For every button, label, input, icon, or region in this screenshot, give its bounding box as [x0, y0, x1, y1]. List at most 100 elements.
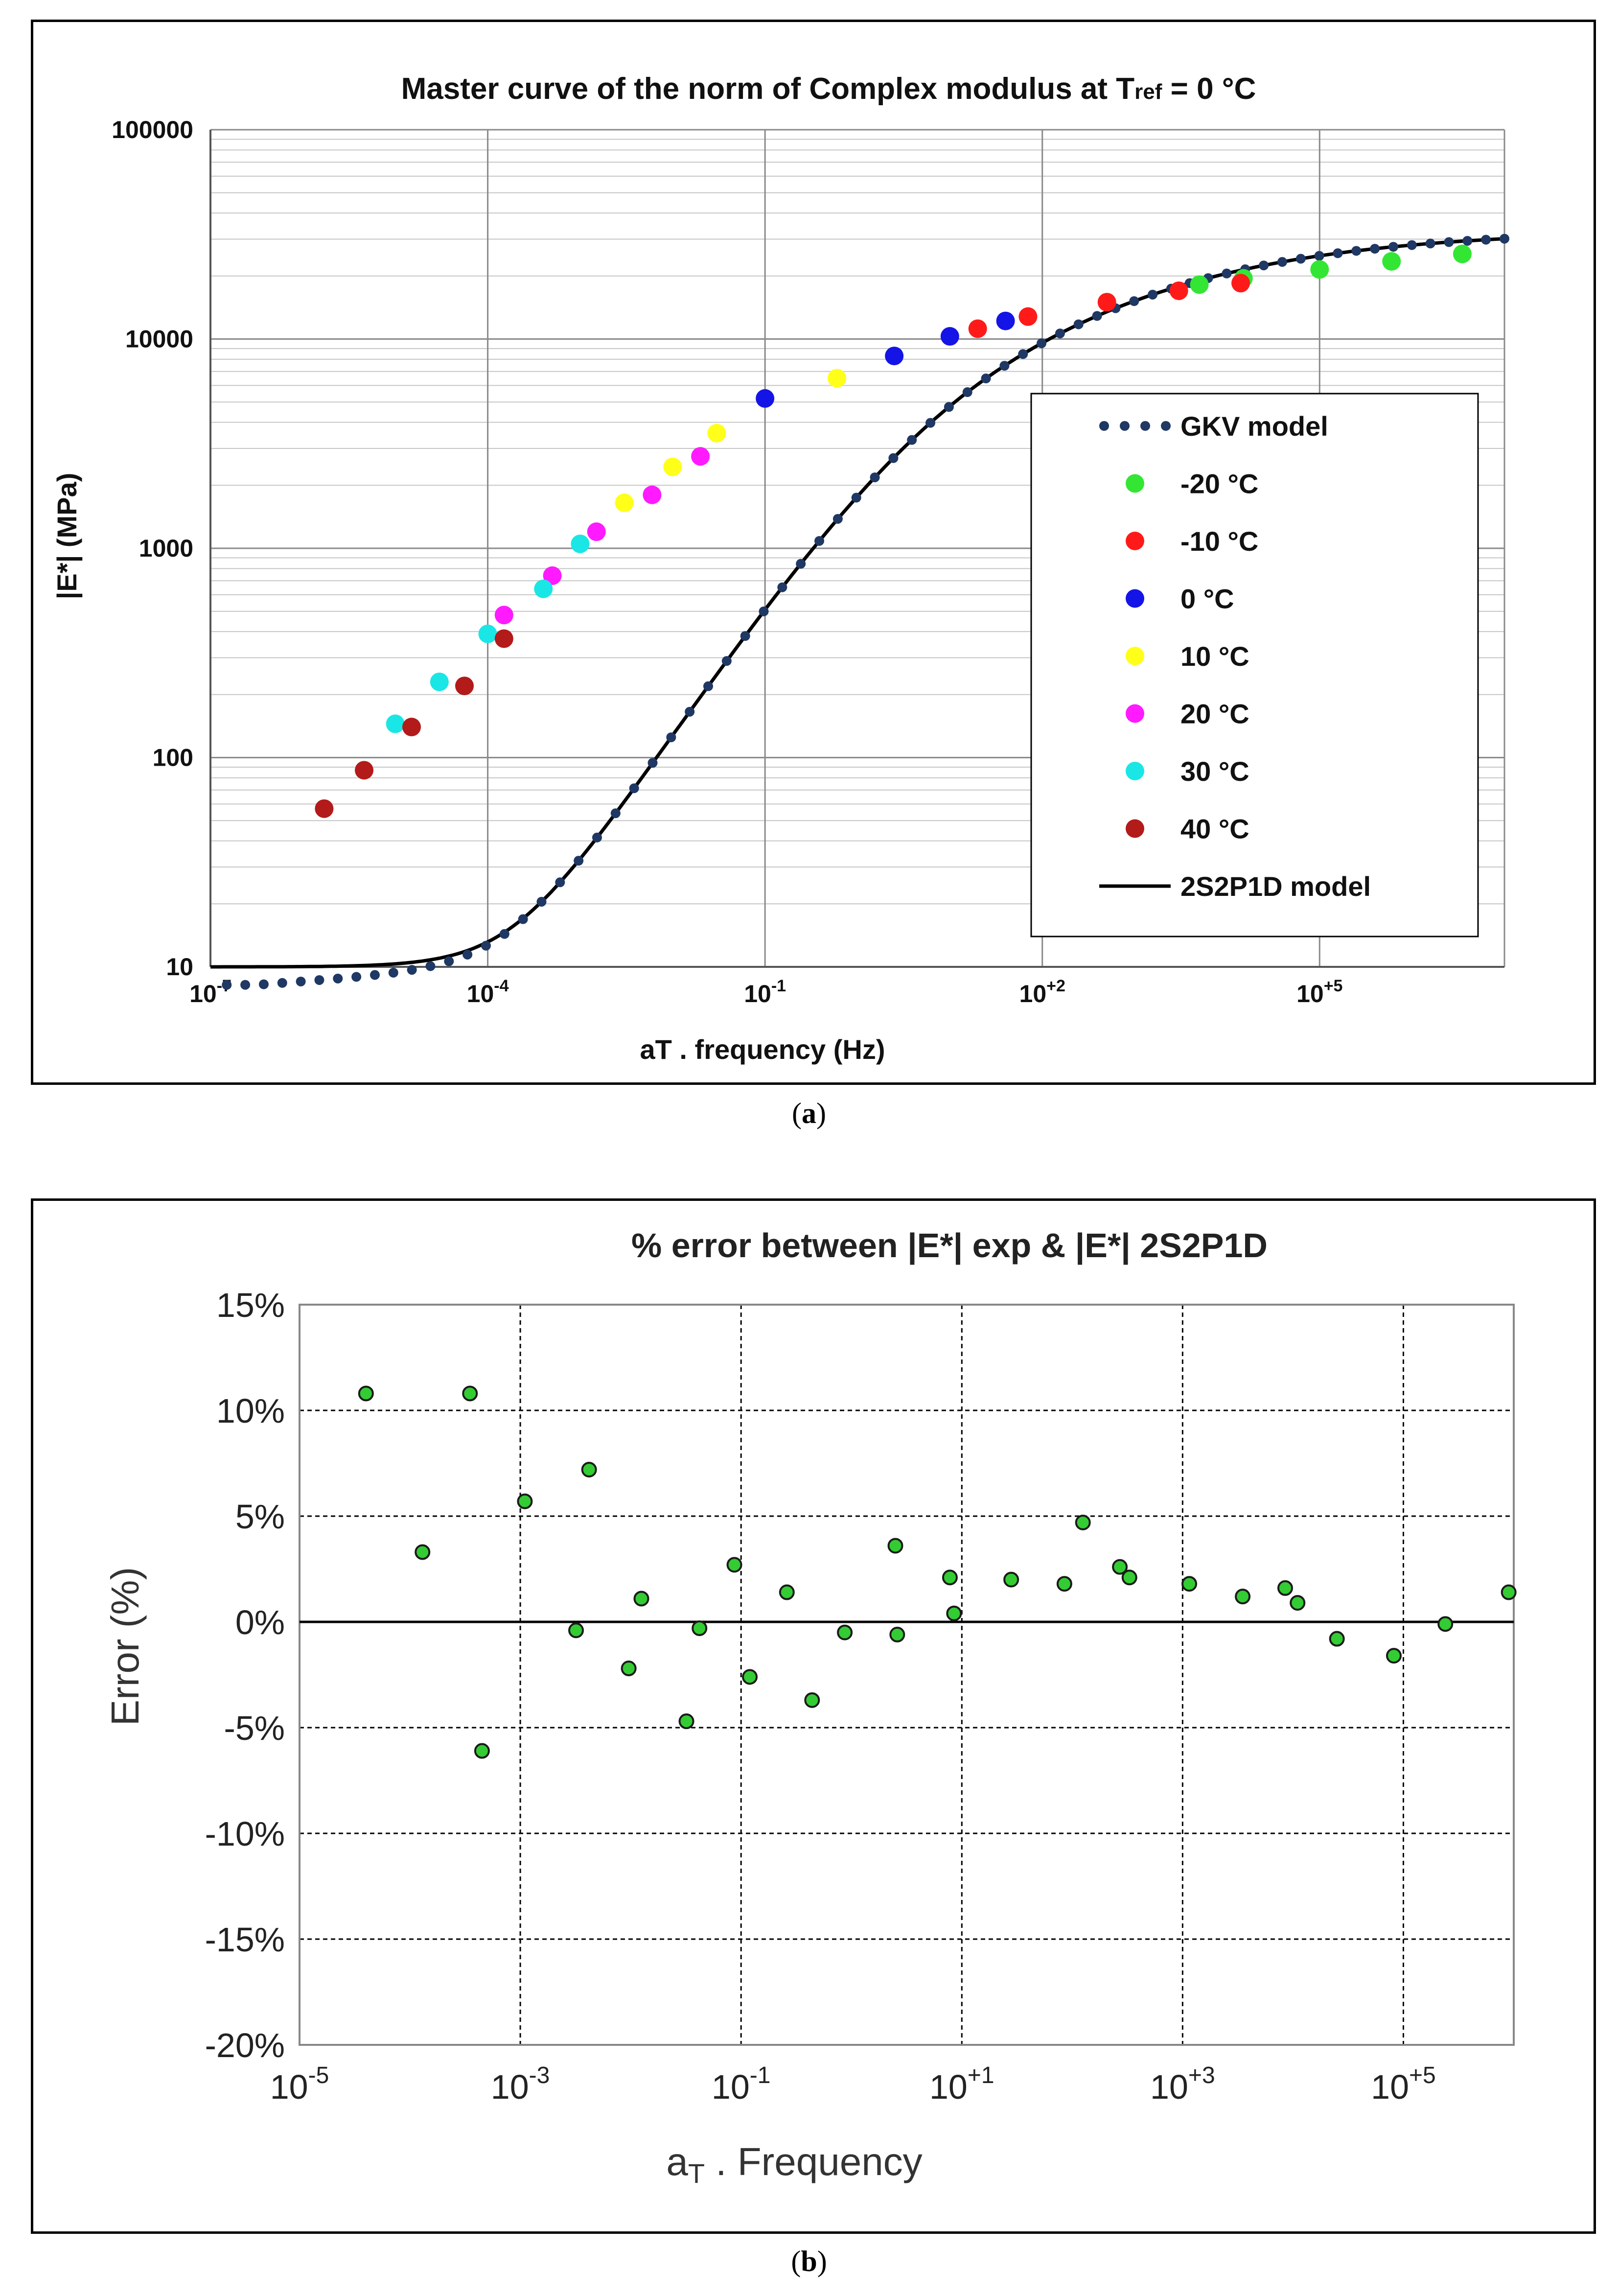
- error-point: [1112, 1559, 1128, 1575]
- y-tick-label: -5%: [224, 1709, 285, 1747]
- legend-label: 30 °C: [1180, 756, 1249, 787]
- data-point: [1097, 293, 1116, 312]
- y-tick-label: 15%: [216, 1286, 285, 1324]
- gkv-point: [444, 956, 454, 966]
- gkv-point: [1259, 260, 1269, 271]
- error-point: [415, 1544, 431, 1560]
- gkv-point: [481, 940, 491, 951]
- error-point: [726, 1557, 742, 1573]
- gkv-point: [1407, 240, 1417, 250]
- data-point: [643, 485, 662, 504]
- x-tick-label: 10+2: [1019, 977, 1065, 1007]
- gkv-point: [462, 949, 473, 960]
- gkv-point: [610, 808, 621, 819]
- error-point: [1501, 1584, 1517, 1600]
- x-tick-label: 10-4: [467, 977, 509, 1007]
- gkv-point: [1037, 338, 1047, 349]
- chart-panel-b: % error between |E*| exp & |E*| 2S2P1D a…: [31, 1198, 1596, 2234]
- gkv-point: [1295, 254, 1306, 264]
- gkv-point: [1314, 251, 1324, 261]
- legend-marker-gkv: [1140, 421, 1150, 431]
- error-point: [474, 1743, 490, 1759]
- data-point: [315, 799, 334, 818]
- data-point: [494, 606, 513, 625]
- chart-a-ylabel: |E*| (MPa): [51, 473, 83, 599]
- chart-a-legend: [1030, 393, 1479, 937]
- chart-a: Master curve of the norm of Complex modu…: [51, 72, 1509, 1065]
- data-point: [478, 624, 497, 643]
- chart-b-title: % error between |E*| exp & |E*| 2S2P1D: [631, 1226, 1268, 1265]
- data-point: [1018, 307, 1038, 326]
- error-point: [837, 1624, 853, 1640]
- x-tick-label: 10-1: [744, 977, 786, 1007]
- error-point: [946, 1605, 962, 1621]
- y-tick-label: 5%: [235, 1498, 285, 1536]
- x-tick-label: 10-5: [270, 2062, 329, 2106]
- gkv-point: [832, 514, 843, 524]
- data-point: [386, 714, 405, 733]
- error-point: [1329, 1631, 1345, 1647]
- error-point: [889, 1626, 905, 1642]
- x-tick-label: 10-3: [491, 2062, 550, 2106]
- gkv-point: [888, 453, 899, 463]
- legend-marker-gkv: [1120, 421, 1130, 431]
- gkv-point: [925, 418, 936, 428]
- gkv-point: [1092, 311, 1102, 321]
- legend-marker: [1126, 762, 1144, 780]
- error-point: [942, 1570, 958, 1586]
- data-point: [691, 447, 710, 466]
- error-point: [1056, 1576, 1072, 1592]
- error-point: [742, 1669, 758, 1685]
- data-point: [707, 423, 726, 443]
- error-point: [358, 1385, 374, 1402]
- gkv-point: [258, 979, 269, 989]
- gkv-point: [555, 877, 565, 888]
- gkv-point: [962, 387, 972, 398]
- gkv-point: [1462, 235, 1473, 246]
- gkv-point: [851, 492, 861, 503]
- data-point: [455, 677, 474, 696]
- gkv-point: [814, 536, 825, 546]
- y-tick-label: 100: [153, 744, 193, 772]
- error-point: [779, 1584, 795, 1600]
- legend-marker-gkv: [1099, 421, 1109, 431]
- data-point: [1231, 274, 1250, 293]
- error-point: [1003, 1571, 1019, 1588]
- legend-label: 0 °C: [1180, 584, 1234, 614]
- gkv-point: [759, 606, 769, 616]
- data-point: [828, 369, 847, 388]
- error-point: [1181, 1576, 1198, 1592]
- data-point: [543, 566, 562, 585]
- gkv-point: [592, 832, 602, 843]
- x-tick-label: 10+1: [929, 2062, 994, 2106]
- gkv-point: [870, 472, 880, 483]
- y-tick-label: 10000: [125, 326, 193, 353]
- error-point: [517, 1493, 533, 1509]
- data-point: [940, 327, 959, 346]
- legend-label: 20 °C: [1180, 699, 1249, 729]
- x-tick-label: 10+5: [1296, 977, 1342, 1007]
- gkv-point: [574, 856, 584, 866]
- gkv-point: [536, 896, 547, 907]
- gkv-point: [1073, 319, 1084, 329]
- gkv-point: [1333, 248, 1343, 258]
- gkv-point: [1055, 328, 1065, 339]
- gkv-point: [333, 973, 343, 984]
- gkv-point: [1500, 234, 1509, 244]
- gkv-point: [518, 914, 528, 924]
- chart-panel-a: Master curve of the norm of Complex modu…: [31, 20, 1596, 1085]
- error-point: [1121, 1570, 1137, 1586]
- error-point: [1277, 1580, 1293, 1596]
- error-point: [887, 1538, 903, 1554]
- data-point: [1382, 252, 1401, 271]
- error-point: [1290, 1595, 1306, 1611]
- gkv-point: [647, 758, 658, 768]
- gkv-point: [370, 970, 380, 980]
- y-tick-label: -10%: [205, 1815, 285, 1853]
- legend-marker: [1126, 474, 1144, 493]
- gkv-point: [944, 402, 954, 412]
- data-point: [1169, 281, 1188, 300]
- gkv-point: [907, 435, 917, 445]
- error-point: [1075, 1514, 1091, 1530]
- data-point: [430, 672, 449, 691]
